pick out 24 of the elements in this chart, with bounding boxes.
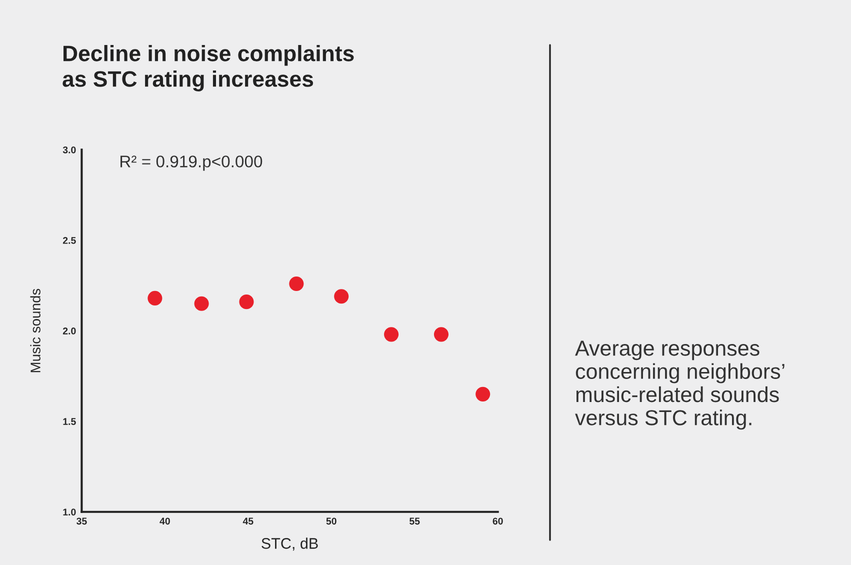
- x-axis-title: STC, dB: [262, 538, 318, 551]
- x-tick-label: 50: [326, 518, 336, 525]
- point: [289, 276, 304, 292]
- point: [148, 290, 162, 306]
- annotation: R² = 0.919.p<0.000: [120, 156, 262, 171]
- point: [476, 386, 490, 402]
- y-tick-label: 3.0: [62, 146, 76, 154]
- chart-title: Decline in noise complaints as STC rating increases: [62, 45, 354, 92]
- text: Average responses concerning neighbors’ music-related sounds versus STC rating.: [575, 340, 784, 430]
- point: [434, 327, 449, 342]
- y-axis-title: Music sounds: [30, 288, 40, 372]
- x-tick-label: 45: [242, 518, 254, 525]
- x-tick-label: 40: [160, 518, 170, 525]
- y-tick-label: 2.5: [62, 237, 76, 244]
- y-tick-label: 1.5: [63, 418, 76, 425]
- point: [239, 294, 254, 310]
- x-tick-label: 35: [76, 518, 87, 525]
- point: [384, 327, 399, 342]
- point: [334, 289, 349, 304]
- y-tick-label: 2.0: [62, 328, 76, 334]
- x-tick-label: 55: [410, 518, 420, 525]
- point: [194, 296, 209, 311]
- y-tick-label: 1.0: [63, 508, 76, 516]
- x-tick-label: 60: [492, 518, 503, 525]
